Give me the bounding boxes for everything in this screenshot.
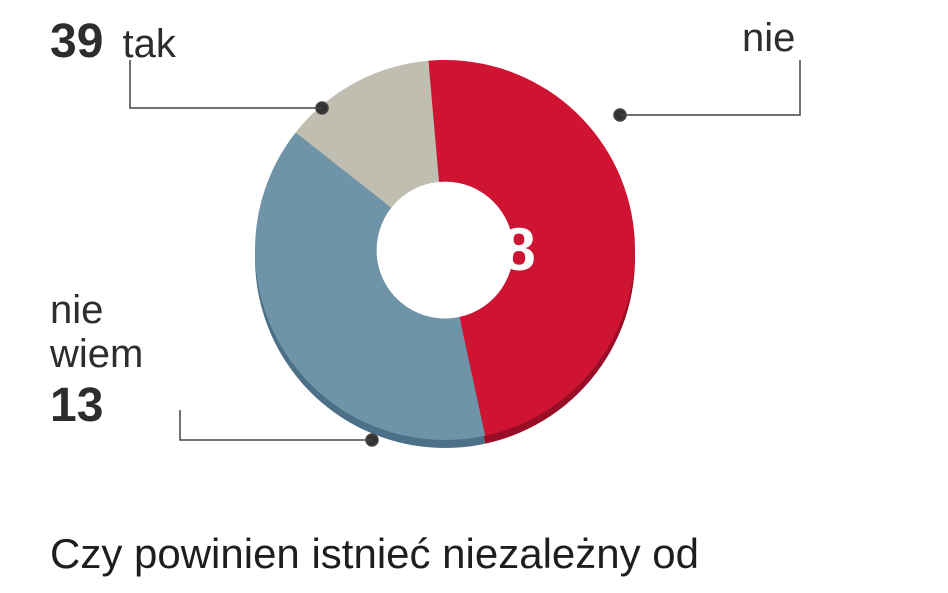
caption-text: Czy powinien istnieć niezależny od	[50, 530, 699, 578]
label-tak: 39 tak	[50, 16, 176, 69]
chart-stage: 48 nie 39 tak nie wiem 13 Czy powinien i…	[0, 0, 948, 593]
label-tak-value: 39	[50, 15, 103, 68]
label-niewiem-line2: wiem	[50, 332, 143, 376]
label-niewiem: nie wiem 13	[50, 288, 143, 433]
label-nie: nie	[742, 16, 795, 60]
label-tak-text: tak	[123, 22, 176, 66]
label-niewiem-value: 13	[50, 380, 143, 433]
label-niewiem-line1: nie	[50, 288, 143, 332]
label-nie-text: nie	[742, 16, 795, 60]
donut-center-value: 48	[469, 220, 536, 280]
